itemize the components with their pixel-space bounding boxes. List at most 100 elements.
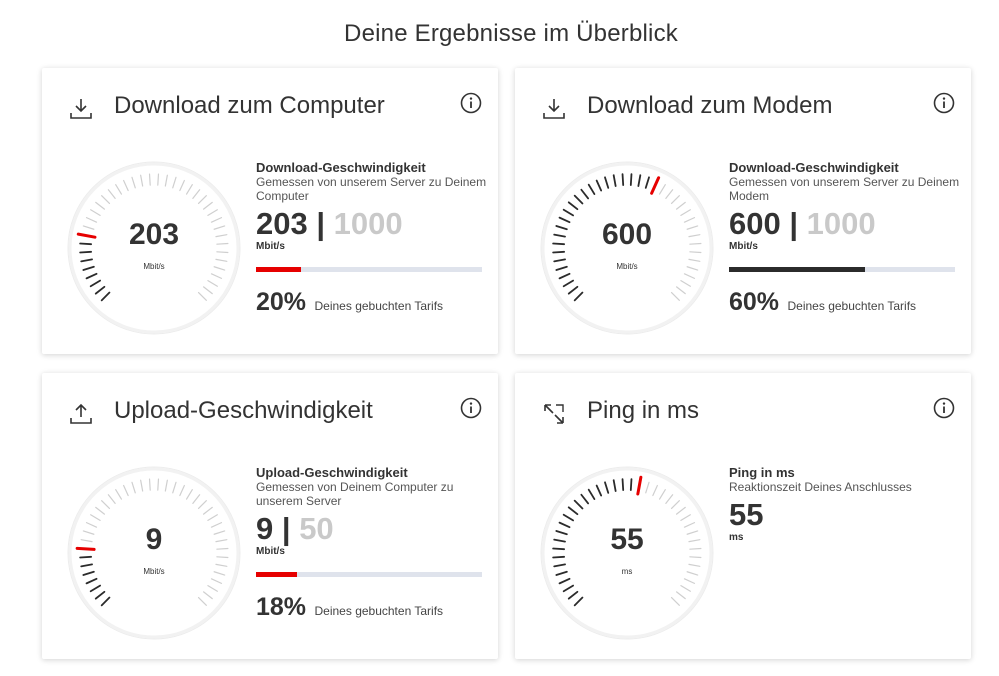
- gauge-tick: [89, 279, 101, 288]
- gauge-tick: [215, 539, 228, 543]
- gauge-tick: [131, 176, 136, 189]
- gauge-tick: [683, 578, 696, 584]
- gauge-tick: [216, 547, 229, 550]
- speed-value-row: 203 | 1000: [256, 207, 488, 241]
- gauge-tick: [213, 225, 226, 230]
- download-computer-card: Download zum Computer 203 Mbit/s Downloa…: [42, 68, 498, 354]
- gauge-tick: [629, 478, 633, 492]
- gauge-tick: [115, 184, 123, 195]
- info-subtitle: Gemessen von unserem Server zu Deinem Co…: [256, 175, 487, 203]
- speed-unit: Mbit/s: [729, 241, 758, 252]
- gauge-needle-tick: [650, 176, 661, 195]
- tariff-percent-row: 18% Deines gebuchten Tarifs: [256, 593, 488, 622]
- tariff-percent-row: 60% Deines gebuchten Tarifs: [729, 288, 961, 317]
- gauge-tick: [686, 530, 699, 535]
- card-title: Download zum Computer: [114, 92, 385, 119]
- gauge-tick: [157, 478, 160, 491]
- download-icon: [70, 99, 92, 119]
- ping-gauge: 55 ms: [539, 465, 715, 641]
- gauge-tick: [216, 242, 229, 245]
- speed-value: 9: [256, 511, 274, 546]
- gauge-tick: [688, 258, 701, 262]
- gauge-dial: [67, 466, 241, 640]
- gauge-tick: [192, 494, 201, 505]
- gauge-tick: [197, 596, 207, 606]
- gauge-tick: [680, 209, 691, 217]
- gauge-tick: [644, 176, 650, 189]
- tariff-progress-fill: [256, 572, 297, 577]
- value-separator: |: [281, 511, 291, 546]
- card-title: Ping in ms: [587, 397, 700, 424]
- info-icon[interactable]: [460, 92, 482, 114]
- gauge-tick: [558, 577, 571, 585]
- download-icon: [543, 99, 565, 119]
- gauge-tick: [621, 478, 625, 492]
- info-title: Upload-Geschwindigkeit: [256, 465, 408, 480]
- gauge-tick: [123, 484, 129, 497]
- gauge-tick: [197, 195, 207, 205]
- info-title: Download-Geschwindigkeit: [729, 160, 899, 175]
- value-separator: |: [789, 206, 799, 241]
- gauge-tick: [107, 494, 116, 505]
- gauge-tick: [164, 479, 168, 492]
- gauge-tick: [210, 578, 223, 584]
- gauge-tick: [79, 242, 93, 246]
- info-icon[interactable]: [933, 397, 955, 419]
- ping-icon: [544, 404, 564, 424]
- speed-value-row: 600 | 1000: [729, 207, 961, 241]
- gauge-tick: [595, 484, 603, 497]
- gauge-tick: [82, 570, 95, 576]
- gauge-tick: [612, 174, 617, 187]
- gauge-tick: [131, 481, 136, 494]
- speed-value: 203: [256, 206, 308, 241]
- gauge-tick: [202, 201, 213, 210]
- gauge-tick: [94, 285, 106, 295]
- gauge-tick: [197, 291, 207, 301]
- gauge-tick: [82, 225, 95, 230]
- gauge-tick: [202, 591, 213, 600]
- gauge-tick: [686, 266, 699, 271]
- gauge-tick: [552, 555, 566, 559]
- gauge-tick: [140, 479, 144, 492]
- result-info: Ping in ms Reaktionszeit Deines Anschlus…: [729, 465, 961, 544]
- ping-value-row: 55: [729, 498, 961, 532]
- gauge-tick: [595, 179, 603, 192]
- gauge-tick: [567, 201, 579, 211]
- gauge-tick: [555, 225, 568, 231]
- info-icon[interactable]: [460, 397, 482, 419]
- gauge-tick: [689, 251, 702, 254]
- gauge-tick: [82, 530, 95, 535]
- gauge-tick: [553, 233, 566, 238]
- speed-unit: Mbit/s: [256, 241, 285, 252]
- info-title: Download-Geschwindigkeit: [256, 160, 426, 175]
- gauge-unit: Mbit/s: [143, 262, 165, 271]
- gauge-tick: [552, 250, 566, 254]
- gauge-tick: [562, 584, 574, 593]
- gauge-tick: [94, 590, 106, 600]
- tariff-max-value: 50: [299, 511, 334, 546]
- info-subtitle: Gemessen von Deinem Computer zu unserem …: [256, 480, 454, 508]
- info-icon[interactable]: [933, 92, 955, 114]
- gauge-tick: [670, 500, 680, 510]
- gauge-tick: [85, 217, 98, 223]
- tariff-percent-label: Deines gebuchten Tarifs: [314, 604, 444, 618]
- gauge-tick: [202, 286, 213, 295]
- gauge-tick: [658, 489, 666, 500]
- gauge-tick: [80, 258, 93, 263]
- ping-card: Ping in ms 55 ms Ping in ms Reaktionszei…: [515, 373, 971, 659]
- gauge-tick: [179, 179, 185, 192]
- gauge-tick: [587, 488, 596, 500]
- gauge-tick: [580, 188, 590, 200]
- gauge-tick: [90, 209, 101, 217]
- gauge-tick: [115, 489, 123, 500]
- gauge-dial: [67, 161, 241, 335]
- gauge-tick: [207, 209, 218, 217]
- tariff-percent: 20%: [256, 288, 307, 316]
- gauge-tick: [567, 285, 579, 295]
- tariff-progress-bar: [256, 572, 482, 577]
- card-title: Download zum Modem: [587, 92, 833, 119]
- gauge-tick: [89, 584, 101, 593]
- gauge-tick: [80, 539, 93, 543]
- gauge-tick: [95, 201, 106, 210]
- speed-gauge: 600 Mbit/s: [539, 160, 715, 336]
